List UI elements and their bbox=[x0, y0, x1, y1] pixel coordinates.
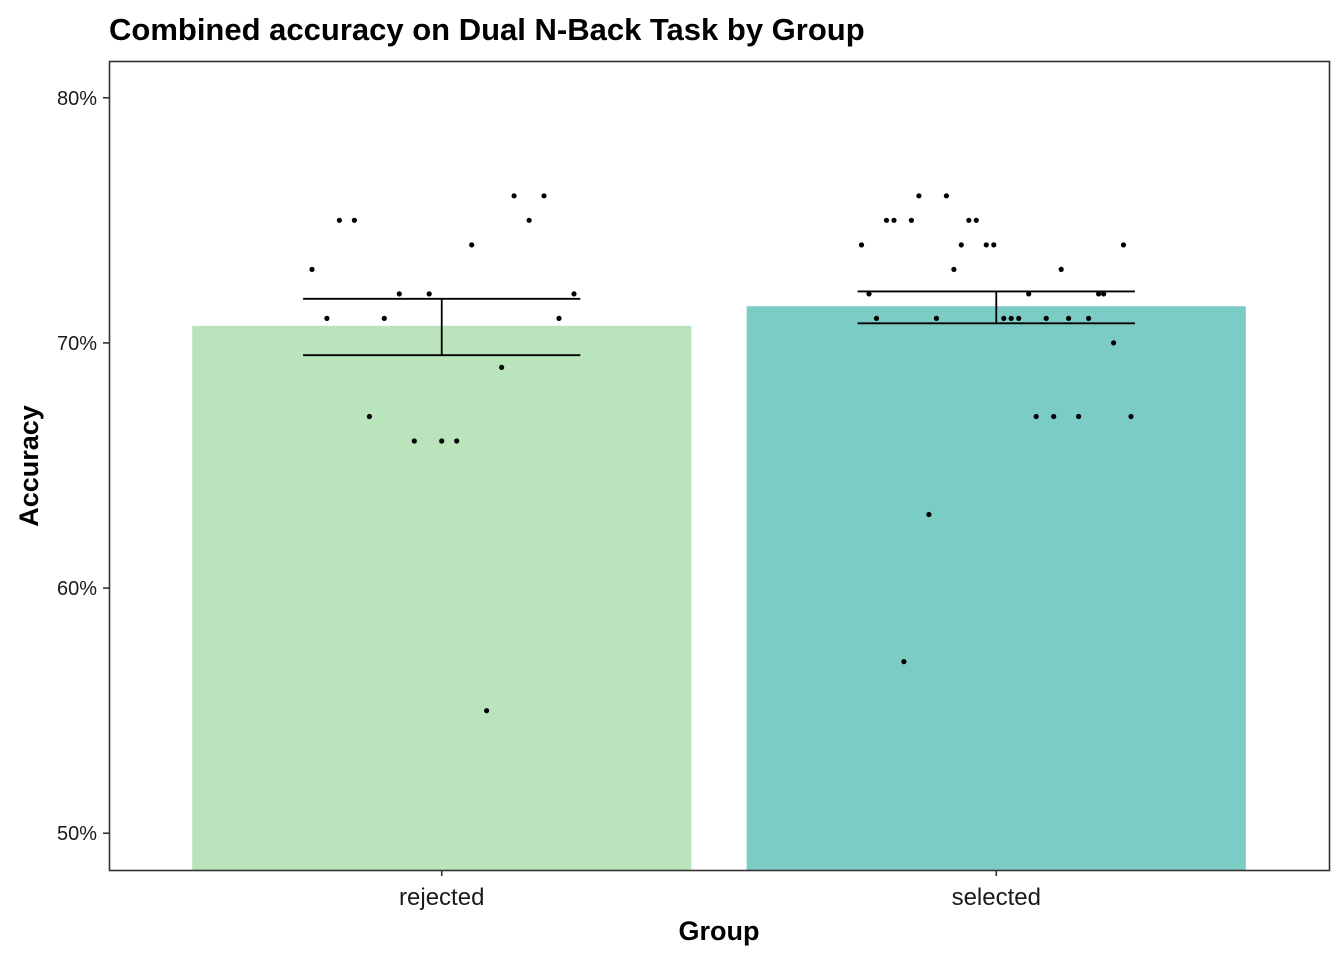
x-axis-title: Group bbox=[679, 916, 760, 946]
data-point-rejected-4 bbox=[366, 413, 372, 420]
data-point-selected-43 bbox=[1058, 266, 1064, 272]
data-point-selected-49 bbox=[1111, 340, 1117, 346]
data-point-rejected-0 bbox=[309, 266, 315, 272]
data-point-selected-37 bbox=[1008, 315, 1014, 321]
error-bar-rejected bbox=[303, 297, 581, 357]
data-point-rejected-9 bbox=[439, 438, 445, 444]
data-point-rejected-11 bbox=[469, 242, 475, 248]
data-point-selected-38 bbox=[1016, 315, 1022, 321]
data-point-rejected-2 bbox=[336, 217, 342, 223]
data-point-selected-20 bbox=[866, 291, 872, 297]
data-point-selected-23 bbox=[891, 217, 897, 223]
data-point-selected-34 bbox=[983, 242, 989, 248]
data-point-rejected-18 bbox=[571, 291, 577, 297]
data-point-rejected-3 bbox=[351, 217, 357, 223]
data-point-rejected-8 bbox=[426, 291, 432, 297]
data-point-rejected-5 bbox=[381, 315, 387, 321]
data-point-rejected-10 bbox=[454, 438, 460, 444]
data-point-selected-48 bbox=[1101, 291, 1107, 297]
data-point-rejected-12 bbox=[484, 708, 490, 714]
data-point-selected-39 bbox=[1026, 291, 1032, 297]
x-tick-label-selected: selected bbox=[952, 884, 1041, 911]
data-point-selected-40 bbox=[1033, 413, 1039, 420]
data-point-selected-46 bbox=[1086, 315, 1092, 321]
data-point-rejected-14 bbox=[511, 193, 517, 199]
data-point-selected-29 bbox=[943, 193, 950, 199]
data-point-selected-31 bbox=[958, 242, 964, 248]
data-point-rejected-7 bbox=[411, 438, 417, 444]
y-tick-label: 70% bbox=[57, 333, 97, 355]
data-point-rejected-13 bbox=[499, 364, 505, 370]
chart-title: Combined accuracy on Dual N-Back Task by… bbox=[109, 12, 865, 47]
data-point-selected-22 bbox=[883, 217, 890, 223]
data-point-selected-47 bbox=[1096, 291, 1102, 297]
data-point-selected-45 bbox=[1076, 413, 1082, 420]
bar-rejected bbox=[192, 325, 692, 870]
data-point-rejected-17 bbox=[556, 315, 562, 321]
data-point-selected-27 bbox=[926, 511, 932, 518]
data-point-rejected-6 bbox=[396, 291, 402, 297]
plot-border bbox=[108, 60, 1331, 872]
data-point-selected-42 bbox=[1051, 413, 1057, 420]
data-point-selected-35 bbox=[991, 242, 997, 248]
data-point-selected-30 bbox=[951, 266, 957, 272]
data-point-selected-21 bbox=[873, 315, 880, 321]
data-point-selected-44 bbox=[1066, 315, 1072, 321]
data-point-rejected-15 bbox=[526, 217, 532, 223]
axes: 50% 60% 70% 80% rejected selected bbox=[57, 88, 1041, 911]
error-bar-selected bbox=[857, 290, 1135, 325]
y-axis-title: Accuracy bbox=[14, 405, 44, 527]
bar-selected bbox=[746, 306, 1246, 870]
data-point-selected-24 bbox=[901, 659, 907, 665]
y-tick-label: 60% bbox=[57, 578, 97, 600]
data-point-selected-28 bbox=[933, 315, 940, 321]
data-point-selected-51 bbox=[1128, 413, 1134, 420]
data-point-selected-41 bbox=[1043, 315, 1049, 321]
data-point-selected-33 bbox=[973, 217, 979, 223]
data-point-rejected-1 bbox=[324, 315, 330, 321]
plot-area bbox=[192, 193, 1246, 870]
y-tick-label: 50% bbox=[57, 823, 97, 845]
data-point-selected-36 bbox=[1001, 315, 1007, 321]
data-point-rejected-16 bbox=[541, 193, 547, 199]
x-tick-label-rejected: rejected bbox=[399, 884, 484, 911]
y-tick-label: 80% bbox=[57, 88, 97, 110]
data-point-selected-26 bbox=[916, 193, 922, 199]
data-point-selected-25 bbox=[908, 217, 915, 223]
data-point-selected-50 bbox=[1120, 242, 1127, 248]
data-point-selected-32 bbox=[966, 217, 972, 223]
data-point-selected-19 bbox=[858, 242, 865, 248]
